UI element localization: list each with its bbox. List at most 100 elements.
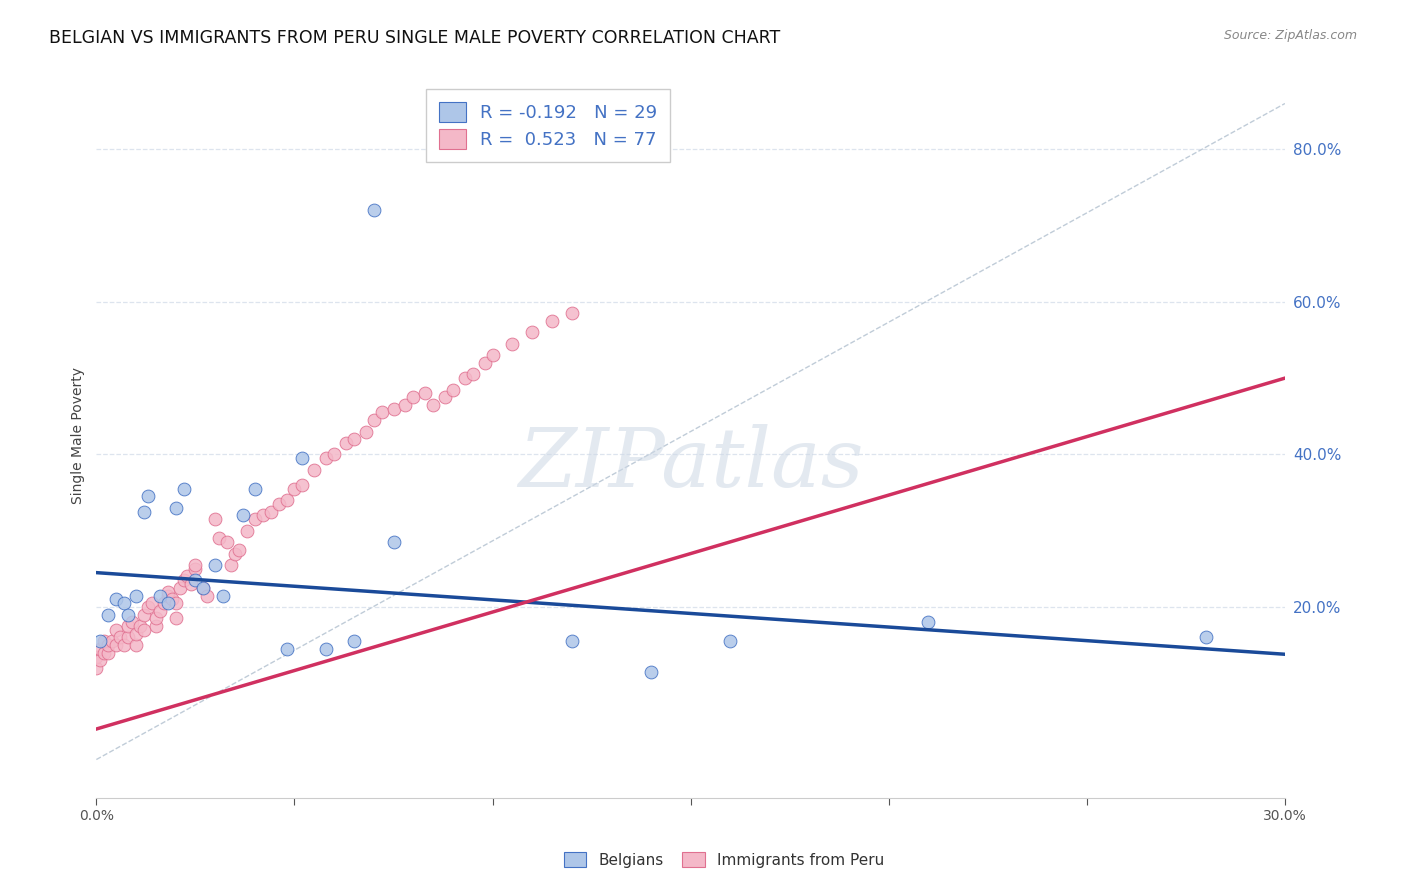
Point [105,623,128,637]
Point [917,615,939,630]
Point [89,641,111,656]
Point [165,500,187,515]
Point [117,631,139,645]
Point [165,596,187,610]
Point [173,574,195,588]
Legend: Belgians, Immigrants from Peru: Belgians, Immigrants from Peru [557,846,891,873]
Point [413,386,436,401]
Point [640,665,662,679]
Point [180,577,202,591]
Point [224,547,246,561]
Point [474,356,496,370]
Point [97,646,120,660]
Text: Source: ZipAtlas.com: Source: ZipAtlas.com [1223,29,1357,42]
Point [145,619,167,633]
Point [93,646,115,660]
Point [304,463,326,477]
Point [217,535,239,549]
Point [136,489,159,503]
Point [112,596,135,610]
Point [149,589,172,603]
Point [422,398,444,412]
Point [561,634,583,648]
Point [363,413,385,427]
Point [267,497,290,511]
Point [343,432,366,446]
Point [212,589,235,603]
Point [323,447,346,461]
Point [291,451,314,466]
Point [156,584,179,599]
Point [382,535,405,549]
Point [501,336,523,351]
Point [481,348,503,362]
Point [718,634,741,648]
Point [156,596,179,610]
Point [208,531,231,545]
Point [105,592,128,607]
Point [108,631,131,645]
Point [335,436,357,450]
Point [129,619,152,633]
Y-axis label: Single Male Poverty: Single Male Poverty [72,367,86,504]
Point [561,306,583,320]
Point [125,626,148,640]
Point [193,581,215,595]
Point [149,604,172,618]
Point [276,641,298,656]
Point [219,558,242,572]
Point [156,589,179,603]
Point [243,482,266,496]
Point [152,596,174,610]
Point [193,581,215,595]
Point [145,611,167,625]
Point [184,558,207,572]
Point [101,634,124,648]
Point [112,638,135,652]
Point [125,638,148,652]
Point [97,638,120,652]
Point [276,493,298,508]
Point [1195,631,1218,645]
Point [86,661,108,675]
Point [354,425,377,439]
Point [132,505,155,519]
Point [522,326,544,340]
Legend: R = -0.192   N = 29, R =  0.523   N = 77: R = -0.192 N = 29, R = 0.523 N = 77 [426,89,671,161]
Point [402,390,425,404]
Point [89,653,111,667]
Point [86,649,108,664]
Point [125,589,148,603]
Point [195,589,218,603]
Point [169,581,191,595]
Text: BELGIAN VS IMMIGRANTS FROM PERU SINGLE MALE POVERTY CORRELATION CHART: BELGIAN VS IMMIGRANTS FROM PERU SINGLE M… [49,29,780,46]
Point [97,607,120,622]
Point [160,592,183,607]
Point [343,634,366,648]
Point [363,203,385,218]
Point [260,505,283,519]
Point [461,368,484,382]
Point [121,615,143,630]
Point [184,562,207,576]
Point [117,619,139,633]
Point [165,611,187,625]
Text: ZIPatlas: ZIPatlas [517,425,863,504]
Point [232,508,254,523]
Point [136,599,159,614]
Point [228,542,250,557]
Point [252,508,274,523]
Point [291,478,314,492]
Point [243,512,266,526]
Point [441,383,464,397]
Point [434,390,457,404]
Point [204,558,226,572]
Point [370,405,392,419]
Point [173,482,195,496]
Point [105,638,128,652]
Point [132,623,155,637]
Point [204,512,226,526]
Point [117,607,139,622]
Point [454,371,477,385]
Point [176,569,198,583]
